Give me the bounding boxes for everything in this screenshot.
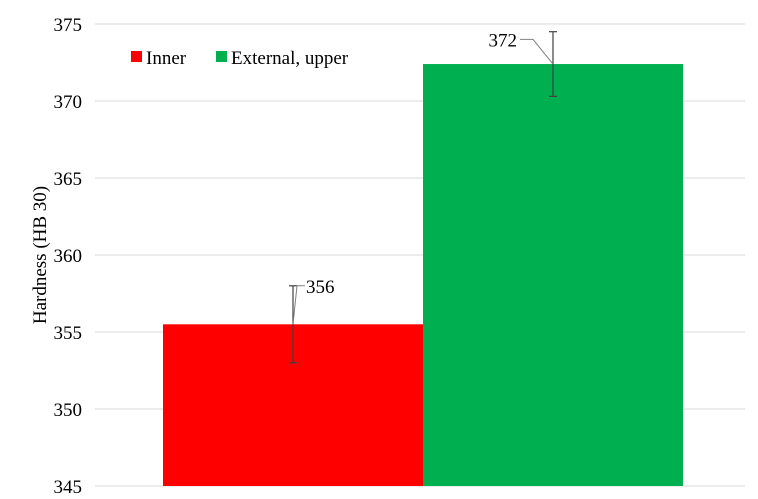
label-leader-line bbox=[292, 285, 305, 325]
data-labels: 356 372 bbox=[292, 30, 554, 325]
y-tick-label: 355 bbox=[54, 323, 83, 344]
bar-external-upper bbox=[423, 64, 683, 486]
legend-swatch-external-upper bbox=[216, 51, 227, 62]
y-tick-label: 370 bbox=[54, 92, 83, 113]
y-tick-label: 360 bbox=[54, 246, 83, 267]
legend-label-external-upper: External, upper bbox=[231, 48, 349, 69]
y-axis-title: Hardness (HB 30) bbox=[30, 186, 51, 324]
y-tick-label: 345 bbox=[54, 477, 83, 498]
label-leader-line bbox=[520, 38, 554, 65]
y-axis-tick-labels: 345 350 355 360 365 370 375 bbox=[54, 15, 83, 498]
data-label-inner: 356 bbox=[306, 277, 335, 298]
y-tick-label: 350 bbox=[54, 400, 83, 421]
legend-label-inner: Inner bbox=[146, 48, 187, 69]
y-tick-label: 365 bbox=[54, 169, 83, 190]
legend: Inner External, upper bbox=[131, 48, 349, 69]
y-tick-label: 375 bbox=[54, 15, 83, 36]
legend-swatch-inner bbox=[131, 51, 142, 62]
data-label-external-upper: 372 bbox=[489, 30, 518, 51]
